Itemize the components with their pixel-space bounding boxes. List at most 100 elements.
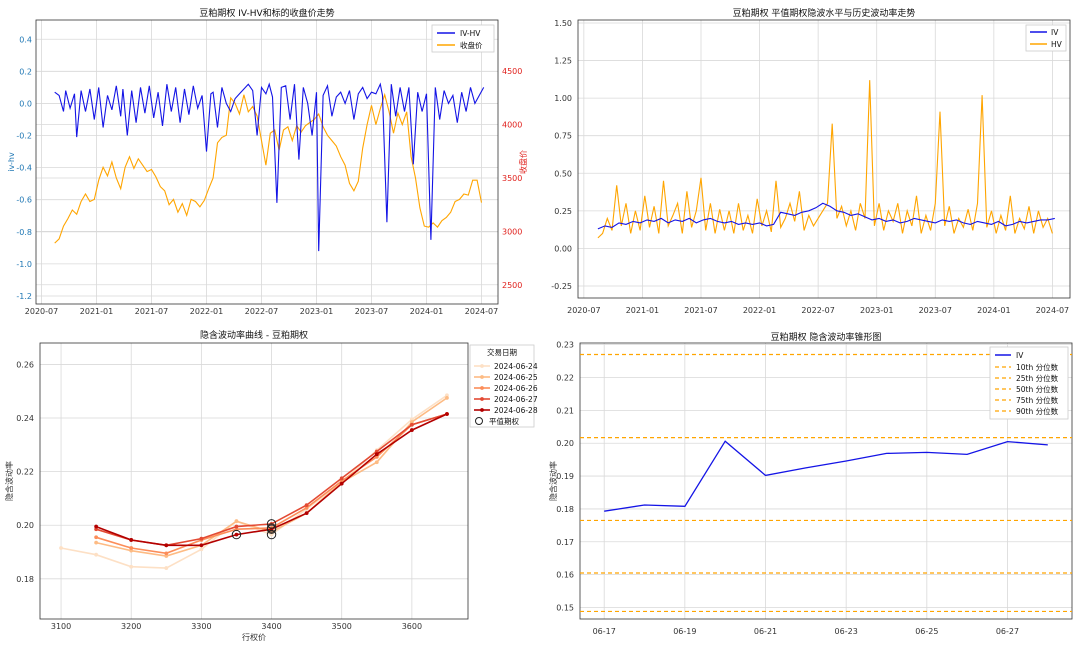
atm-iv-hv-chart: 豆粕期权 平值期权隐波水平与历史波动率走势 2020-07 2021-01 2021… xyxy=(551,7,1071,315)
x-tick-label: 2021-07 xyxy=(135,307,168,316)
x-tick-label: 2022-01 xyxy=(190,307,223,316)
legend-label: 2024-06-24 xyxy=(494,362,538,371)
x-axis-label: 行权价 xyxy=(242,632,266,642)
x-tick-label: 3100 xyxy=(51,622,71,631)
y-axis-label-right: 收盘价 xyxy=(518,150,528,174)
y-tick-label: 0.26 xyxy=(16,360,34,369)
legend-label: 2024-06-28 xyxy=(494,406,538,415)
y-tick-label-left: -1.2 xyxy=(16,292,32,301)
y-tick-label: 0.22 xyxy=(556,374,574,383)
legend-swatch-marker xyxy=(480,375,484,379)
x-tick-label: 2020-07 xyxy=(25,307,58,316)
close-price-line xyxy=(54,92,483,244)
plot-frame xyxy=(35,19,499,305)
legend-label: 2024-06-27 xyxy=(494,395,538,404)
y-tick-label-right: 4500 xyxy=(502,67,522,76)
y-tick-label: 0.24 xyxy=(16,414,34,423)
legend-label: 2024-06-25 xyxy=(494,373,538,382)
x-tick-label: 06-27 xyxy=(996,627,1019,636)
legend-frame xyxy=(1025,24,1067,52)
y-axis-label: 隐含波动率 xyxy=(4,461,14,501)
plot-frame xyxy=(577,19,1071,299)
smile-point xyxy=(374,460,379,465)
x-tick-label: 2022-07 xyxy=(801,306,834,315)
smile-point xyxy=(374,452,379,457)
smile-point xyxy=(304,511,309,516)
smile-point xyxy=(409,422,414,427)
y-tick-label: -0.25 xyxy=(551,282,572,291)
y-tick-label-right: 3000 xyxy=(502,227,522,236)
legend-label-quantile: 50th 分位数 xyxy=(1016,384,1059,394)
y-tick-label: 0.00 xyxy=(554,244,572,253)
smile-point xyxy=(129,564,134,569)
y-tick-label: 0.20 xyxy=(16,521,34,530)
x-tick-label: 2020-07 xyxy=(567,306,600,315)
x-tick-label: 3600 xyxy=(402,622,422,631)
smile-point xyxy=(59,546,63,550)
y-tick-label: 0.16 xyxy=(556,571,574,580)
smile-point xyxy=(409,420,414,424)
legend-label-quantile: 90th 分位数 xyxy=(1016,406,1059,416)
atm-marker xyxy=(266,519,277,529)
chart-title: 豆粕期权 隐含波动率锥形图 xyxy=(771,331,882,343)
legend-swatch-marker xyxy=(480,408,484,412)
y-tick-label: 1.50 xyxy=(554,19,572,28)
legend-frame xyxy=(431,24,495,53)
smile-point xyxy=(199,543,204,548)
smile-point xyxy=(199,547,204,552)
legend-label-quantile: 75th 分位数 xyxy=(1016,395,1059,405)
y-tick-label: 0.18 xyxy=(556,505,574,514)
legend-label-hv: HV xyxy=(1051,40,1063,49)
x-tick-label: 06-23 xyxy=(835,627,858,636)
y-tick-label-left: 0.2 xyxy=(19,67,32,76)
x-tick-label: 06-25 xyxy=(915,627,938,636)
smile-point xyxy=(445,412,449,416)
y-axis-label: 隐含波动率 xyxy=(548,461,558,501)
smile-point xyxy=(94,552,99,557)
legend-frame xyxy=(469,344,535,428)
y-tick-label: 0.18 xyxy=(16,575,34,584)
smile-point xyxy=(164,554,169,558)
y-tick-label-left: -0.6 xyxy=(16,196,32,205)
y-tick-label: 0.22 xyxy=(16,468,34,477)
legend-label-iv: IV xyxy=(1016,351,1024,360)
smile-point xyxy=(94,524,99,529)
x-tick-label: 2024-07 xyxy=(1036,306,1069,315)
x-tick-label: 2023-01 xyxy=(300,307,333,316)
y-tick-label: 0.21 xyxy=(556,406,574,415)
y-tick-label: 0.50 xyxy=(554,169,572,178)
y-axis-label-left: iv-hv xyxy=(7,152,16,172)
y-tick-label: 1.25 xyxy=(554,57,572,66)
hv-line xyxy=(597,80,1053,239)
x-tick-label: 2021-07 xyxy=(684,306,717,315)
x-tick-label: 2023-01 xyxy=(860,306,893,315)
smile-point xyxy=(445,396,449,400)
smile-point xyxy=(339,476,344,481)
y-tick-label-left: -0.8 xyxy=(16,228,32,237)
legend-label-iv-hv: IV-HV xyxy=(460,29,481,38)
x-tick-label: 3500 xyxy=(332,622,352,631)
y-tick-label-left: -1.0 xyxy=(16,260,32,269)
x-tick-label: 3200 xyxy=(121,622,141,631)
x-tick-label: 2024-07 xyxy=(465,307,498,316)
y-tick-label-left: -0.2 xyxy=(16,132,32,141)
smile-point xyxy=(339,481,344,486)
legend-label-atm: 平值期权 xyxy=(489,416,519,426)
x-tick-label: 3300 xyxy=(191,622,211,631)
smile-point xyxy=(94,535,99,540)
atm-marker xyxy=(266,529,277,540)
y-tick-label: 0.20 xyxy=(556,439,574,448)
smile-point xyxy=(94,527,99,532)
smile-point xyxy=(129,548,134,553)
smile-point xyxy=(164,543,169,548)
legend-marker-atm xyxy=(475,417,483,425)
y-tick-label: 0.17 xyxy=(556,538,574,547)
iv-smile-chart: 隐含波动率曲线 - 豆粕期权 行权价 隐含波动率 3100 3200 3300 340… xyxy=(4,329,538,642)
x-tick-label: 06-17 xyxy=(593,627,616,636)
legend: IV-HV 收盘价 xyxy=(431,24,495,53)
y-tick-label: 1.00 xyxy=(554,94,572,103)
smile-point xyxy=(234,532,239,537)
smile-point xyxy=(94,540,99,545)
y-tick-label: 0.15 xyxy=(556,604,574,613)
